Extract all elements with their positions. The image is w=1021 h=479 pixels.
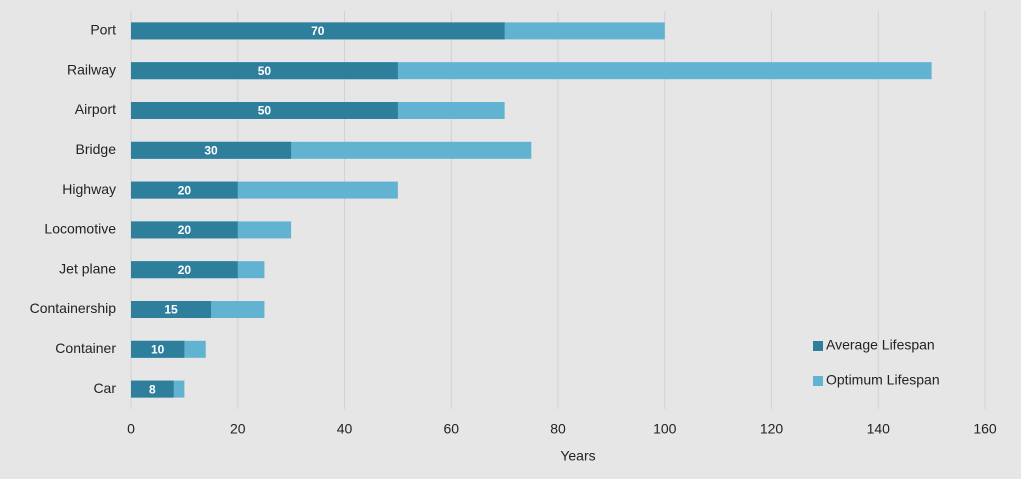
x-tick-label: 120 (760, 421, 784, 437)
bar (131, 221, 238, 239)
data-label: 70 (311, 24, 325, 38)
x-tick-label: 0 (127, 421, 135, 437)
x-tick-label: 160 (973, 421, 997, 437)
y-tick-label: Railway (67, 61, 116, 77)
y-tick-label: Container (55, 340, 116, 356)
legend-swatch (813, 376, 823, 386)
data-label: 8 (149, 382, 156, 396)
bar (131, 261, 238, 279)
legend-swatch (813, 341, 823, 351)
data-label: 10 (151, 342, 165, 356)
y-tick-label: Locomotive (44, 221, 116, 237)
data-label: 20 (178, 223, 192, 237)
bar (131, 102, 398, 119)
bar (131, 181, 238, 199)
y-tick-label: Jet plane (59, 260, 116, 276)
y-tick-label: Airport (75, 101, 116, 117)
legend-label: Average Lifespan (826, 337, 935, 353)
y-tick-label: Highway (62, 181, 116, 197)
x-tick-label: 100 (653, 421, 677, 437)
data-label: 50 (258, 104, 272, 118)
data-label: 15 (164, 303, 178, 317)
y-tick-label: Containership (30, 300, 117, 316)
legend-label: Optimum Lifespan (826, 372, 940, 388)
bar (131, 62, 398, 80)
bar (131, 141, 292, 159)
bar (131, 340, 185, 358)
data-label: 20 (178, 263, 192, 277)
x-axis-label: Years (560, 448, 595, 464)
y-tick-label: Bridge (76, 141, 117, 157)
data-label: 20 (178, 183, 192, 197)
x-tick-label: 80 (550, 421, 566, 437)
x-tick-label: 60 (443, 421, 459, 437)
data-label: 30 (204, 143, 218, 157)
y-tick-label: Car (93, 380, 116, 396)
data-label: 50 (258, 64, 272, 78)
bar (131, 380, 174, 398)
x-tick-label: 40 (337, 421, 353, 437)
bar (131, 301, 212, 318)
x-tick-label: 20 (230, 421, 246, 437)
bar (131, 22, 505, 40)
x-tick-label: 140 (867, 421, 891, 437)
y-tick-label: Port (90, 22, 116, 38)
